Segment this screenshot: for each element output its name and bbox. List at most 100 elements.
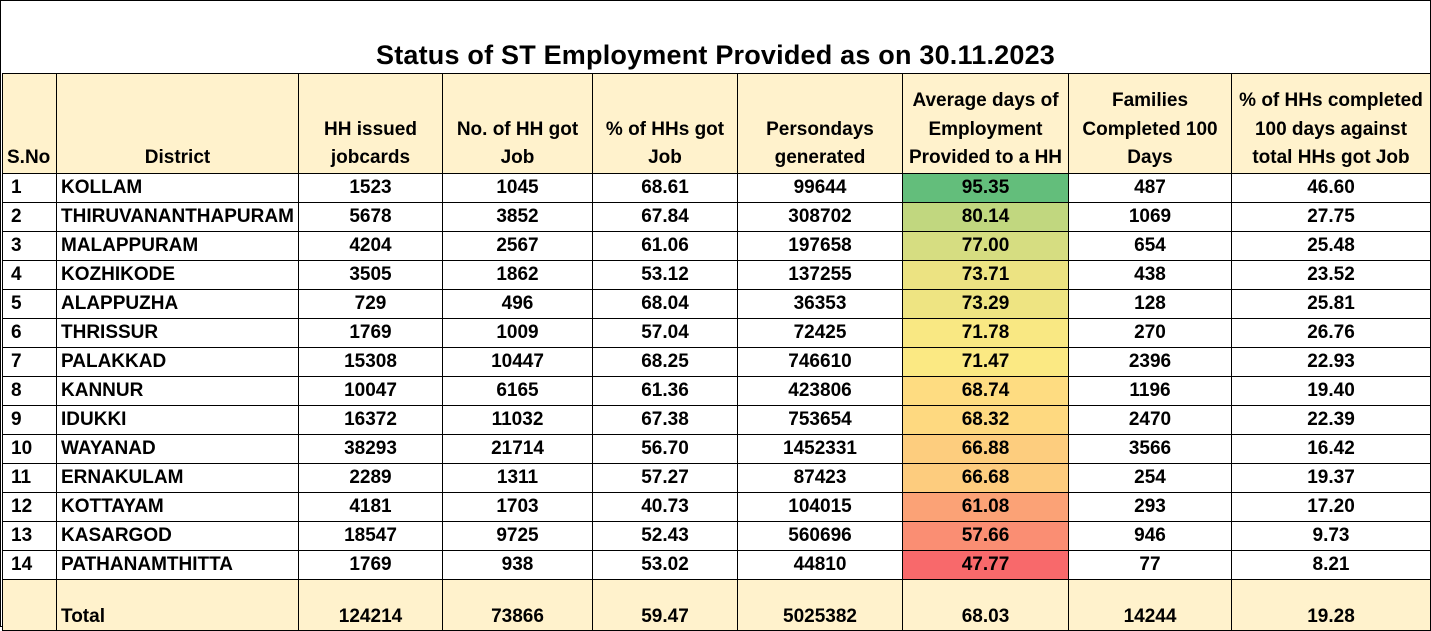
row-families-100: 254 — [1068, 463, 1232, 493]
row-sno: 9 — [2, 405, 57, 435]
row-sno: 10 — [2, 434, 57, 464]
total-label: Total — [56, 579, 299, 631]
row-pct-100: 19.40 — [1231, 376, 1431, 406]
table-row: 11 ERNAKULAM 2289 1311 57.27 87423 66.68 254 19.… — [2, 463, 1431, 493]
row-hh-issued: 729 — [298, 289, 443, 319]
row-persondays: 1452331 — [737, 434, 903, 464]
row-persondays: 753654 — [737, 405, 903, 435]
row-pct-100: 46.60 — [1231, 173, 1431, 203]
row-hh-issued: 1769 — [298, 550, 443, 580]
row-avg-days: 57.66 — [902, 521, 1069, 551]
row-sno: 2 — [2, 202, 57, 232]
row-hh-got-job: 6165 — [442, 376, 593, 406]
row-avg-days: 80.14 — [902, 202, 1069, 232]
row-district: KOLLAM — [56, 173, 299, 203]
row-district: KOZHIKODE — [56, 260, 299, 290]
row-persondays: 104015 — [737, 492, 903, 522]
row-hh-got-job: 11032 — [442, 405, 593, 435]
row-pct-got-job: 61.06 — [592, 231, 738, 261]
row-district: PALAKKAD — [56, 347, 299, 377]
row-hh-got-job: 9725 — [442, 521, 593, 551]
row-district: KANNUR — [56, 376, 299, 406]
row-district: MALAPPURAM — [56, 231, 299, 261]
header-persondays: Persondays generated — [737, 73, 903, 174]
row-persondays: 36353 — [737, 289, 903, 319]
row-hh-issued: 5678 — [298, 202, 443, 232]
row-persondays: 72425 — [737, 318, 903, 348]
row-district: KASARGOD — [56, 521, 299, 551]
row-families-100: 128 — [1068, 289, 1232, 319]
row-sno: 11 — [2, 463, 57, 493]
row-families-100: 270 — [1068, 318, 1232, 348]
header-row: S.No District HH issued jobcards No. of … — [2, 73, 1431, 174]
row-avg-days: 77.00 — [902, 231, 1069, 261]
row-families-100: 487 — [1068, 173, 1232, 203]
row-pct-100: 26.76 — [1231, 318, 1431, 348]
row-pct-got-job: 67.84 — [592, 202, 738, 232]
row-families-100: 946 — [1068, 521, 1232, 551]
row-avg-days: 47.77 — [902, 550, 1069, 580]
row-persondays: 99644 — [737, 173, 903, 203]
row-pct-got-job: 56.70 — [592, 434, 738, 464]
total-pct-100: 19.28 — [1231, 579, 1431, 631]
row-district: WAYANAD — [56, 434, 299, 464]
total-avg-days: 68.03 — [902, 579, 1069, 631]
row-hh-got-job: 2567 — [442, 231, 593, 261]
row-pct-100: 16.42 — [1231, 434, 1431, 464]
header-pct-100: % of HHs completed 100 days against tota… — [1231, 73, 1431, 174]
row-hh-got-job: 21714 — [442, 434, 593, 464]
row-hh-issued: 4204 — [298, 231, 443, 261]
row-hh-issued: 1523 — [298, 173, 443, 203]
row-hh-got-job: 10447 — [442, 347, 593, 377]
row-sno: 6 — [2, 318, 57, 348]
table-row: 2 THIRUVANANTHAPURAM 5678 3852 67.84 308702 80… — [2, 202, 1431, 232]
row-hh-issued: 18547 — [298, 521, 443, 551]
row-avg-days: 66.88 — [902, 434, 1069, 464]
title-row: Status of ST Employment Provided as on 3… — [1, 1, 1430, 73]
row-persondays: 87423 — [737, 463, 903, 493]
header-district: District — [56, 73, 299, 174]
row-families-100: 3566 — [1068, 434, 1232, 464]
row-hh-issued: 1769 — [298, 318, 443, 348]
row-families-100: 1069 — [1068, 202, 1232, 232]
total-sno-cell — [2, 579, 57, 631]
total-hh-issued: 124214 — [298, 579, 443, 631]
row-district: ALAPPUZHA — [56, 289, 299, 319]
table-body: 1 KOLLAM 1523 1045 68.61 99644 95.35 487 46.60 2 T… — [2, 173, 1431, 580]
row-persondays: 423806 — [737, 376, 903, 406]
table-row: 5 ALAPPUZHA 729 496 68.04 36353 73.29 128 25.81 — [2, 289, 1431, 319]
row-pct-got-job: 53.12 — [592, 260, 738, 290]
row-pct-100: 25.81 — [1231, 289, 1431, 319]
row-pct-100: 8.21 — [1231, 550, 1431, 580]
row-hh-issued: 38293 — [298, 434, 443, 464]
row-pct-got-job: 67.38 — [592, 405, 738, 435]
row-hh-issued: 16372 — [298, 405, 443, 435]
table-row: 7 PALAKKAD 15308 10447 68.25 746610 71.47 2396 2… — [2, 347, 1431, 377]
table-row: 8 KANNUR 10047 6165 61.36 423806 68.74 1196 19.4… — [2, 376, 1431, 406]
header-pct-got-job: % of HHs got Job — [592, 73, 738, 174]
row-avg-days: 66.68 — [902, 463, 1069, 493]
row-families-100: 2470 — [1068, 405, 1232, 435]
row-persondays: 197658 — [737, 231, 903, 261]
total-persondays: 5025382 — [737, 579, 903, 631]
row-avg-days: 68.74 — [902, 376, 1069, 406]
row-hh-issued: 3505 — [298, 260, 443, 290]
total-families-100: 14244 — [1068, 579, 1232, 631]
table-row: 10 WAYANAD 38293 21714 56.70 1452331 66.88 3566… — [2, 434, 1431, 464]
row-pct-100: 19.37 — [1231, 463, 1431, 493]
header-hh-got-job: No. of HH got Job — [442, 73, 593, 174]
row-pct-100: 17.20 — [1231, 492, 1431, 522]
row-avg-days: 68.32 — [902, 405, 1069, 435]
row-avg-days: 73.71 — [902, 260, 1069, 290]
row-pct-100: 23.52 — [1231, 260, 1431, 290]
row-pct-got-job: 40.73 — [592, 492, 738, 522]
row-hh-got-job: 1311 — [442, 463, 593, 493]
row-district: THIRUVANANTHAPURAM — [56, 202, 299, 232]
row-persondays: 308702 — [737, 202, 903, 232]
employment-table: S.No District HH issued jobcards No. of … — [2, 73, 1431, 631]
row-pct-got-job: 68.61 — [592, 173, 738, 203]
row-hh-got-job: 1009 — [442, 318, 593, 348]
table-row: 4 KOZHIKODE 3505 1862 53.12 137255 73.71 438 23.… — [2, 260, 1431, 290]
row-pct-100: 9.73 — [1231, 521, 1431, 551]
